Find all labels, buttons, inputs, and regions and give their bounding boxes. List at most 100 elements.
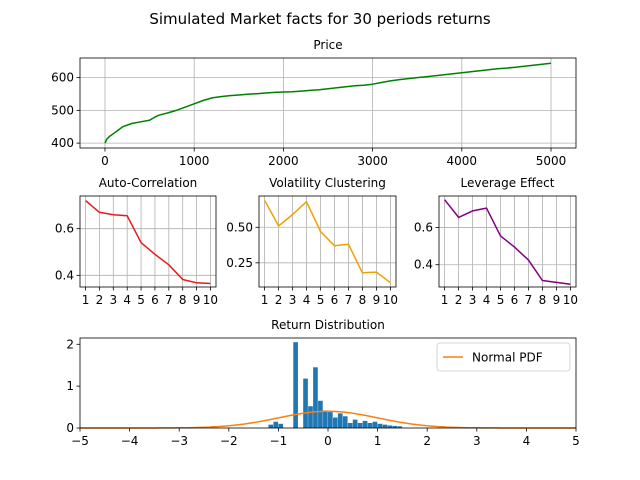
y-tick-label: 0.4 (55, 268, 74, 282)
histogram-bar (362, 420, 368, 428)
x-tick-label: 8 (539, 293, 547, 307)
histogram-bar (372, 421, 378, 428)
panel-title: Price (313, 38, 342, 52)
x-tick-label: 9 (553, 293, 561, 307)
histogram-bar (323, 410, 328, 428)
histogram-bar (352, 419, 358, 428)
histogram-bar (377, 423, 383, 428)
panel-title: Volatility Clustering (269, 176, 386, 190)
x-tick-label: 10 (563, 293, 578, 307)
x-tick-label: 1000 (179, 154, 210, 168)
histogram-bar (313, 367, 318, 428)
legend: Normal PDF (436, 342, 571, 372)
series-line-volclust (263, 199, 391, 284)
x-tick-label: −1 (270, 434, 288, 448)
x-tick-label: 1 (441, 293, 449, 307)
x-tick-label: 1 (261, 293, 269, 307)
axes-frame (258, 195, 397, 288)
x-tick-label: 2 (96, 293, 104, 307)
histogram-bar (342, 416, 348, 428)
axes-frame (79, 195, 217, 288)
histogram-bar (293, 342, 298, 428)
series-line-price (104, 62, 552, 144)
legend-box (436, 342, 571, 372)
x-tick-label: 4 (123, 293, 131, 307)
x-tick-label: 1 (82, 293, 90, 307)
x-tick-label: 4 (303, 293, 311, 307)
x-tick-label: 2 (275, 293, 283, 307)
x-tick-label: 0 (101, 154, 109, 168)
histogram-bar (332, 417, 338, 428)
x-tick-label: −2 (220, 434, 238, 448)
x-tick-label: 5000 (536, 154, 567, 168)
histogram-bar (303, 378, 308, 428)
x-tick-label: 1 (374, 434, 382, 448)
axes-frame (438, 195, 577, 288)
x-tick-label: 7 (345, 293, 353, 307)
y-tick-label: 0.50 (226, 220, 253, 234)
series-line-leverage (444, 199, 571, 285)
x-tick-label: 6 (511, 293, 519, 307)
histogram-bar (268, 424, 274, 428)
histogram-bar (318, 400, 323, 428)
x-tick-label: 10 (203, 293, 218, 307)
histogram-bar (308, 406, 313, 428)
histogram-bar (273, 421, 279, 428)
series-line-autocorr (85, 200, 211, 285)
y-tick-label: 500 (51, 103, 74, 117)
panel-autocorr: 1 2 3 4 5 6 7 8 9 10 0.4 0.6 Auto-Correlation (55, 176, 218, 307)
x-tick-label: 2000 (268, 154, 299, 168)
x-tick-label: 9 (193, 293, 201, 307)
x-tick-label: 9 (373, 293, 381, 307)
y-tick-label: 0.6 (414, 221, 433, 235)
x-tick-label: 3 (289, 293, 297, 307)
x-tick-label: 5 (317, 293, 325, 307)
x-tick-label: −5 (71, 434, 89, 448)
histogram-bar (392, 425, 398, 428)
x-tick-label: 10 (383, 293, 398, 307)
x-tick-label: 4000 (447, 154, 478, 168)
histogram-bar (328, 412, 333, 428)
legend-label: Normal PDF (472, 351, 543, 365)
x-tick-label: 6 (151, 293, 159, 307)
y-tick-label: 2 (66, 337, 74, 351)
panel-returns: −5 −4 −3 −2 −1 0 1 2 3 4 5 0 1 2 Normal PDF Return Dist… (66, 318, 579, 448)
histogram-bar (347, 422, 353, 428)
x-tick-label: 5 (572, 434, 580, 448)
x-tick-label: 4 (483, 293, 491, 307)
histogram-bar (367, 422, 373, 428)
figure-title: Simulated Market facts for 30 periods re… (149, 10, 491, 28)
x-tick-label: 4 (523, 434, 531, 448)
y-tick-label: 0 (66, 421, 74, 435)
histogram-bar (357, 422, 363, 428)
y-tick-label: 400 (51, 136, 74, 150)
x-tick-label: −3 (170, 434, 188, 448)
x-tick-label: 2 (455, 293, 463, 307)
x-tick-label: 5 (137, 293, 145, 307)
y-tick-label: 600 (51, 71, 74, 85)
x-tick-label: 7 (165, 293, 173, 307)
histogram-bar (382, 424, 388, 428)
x-tick-label: 8 (179, 293, 187, 307)
axes-frame (79, 337, 577, 429)
x-tick-label: 3 (469, 293, 477, 307)
x-tick-label: 6 (331, 293, 339, 307)
panel-leverage: 1 2 3 4 5 6 7 8 9 10 0.4 0.6 Leverage Effect (414, 176, 578, 307)
x-tick-label: −4 (121, 434, 139, 448)
y-tick-label: 0.25 (226, 256, 253, 270)
panel-title: Return Distribution (271, 318, 385, 332)
panel-price: 0 1000 2000 3000 4000 5000 400 500 600 Price (51, 38, 577, 168)
x-tick-label: 5 (497, 293, 505, 307)
x-tick-label: 7 (525, 293, 533, 307)
panel-volclust: 1 2 3 4 5 6 7 8 9 10 0.25 0.50 Volatility Clustering (226, 176, 398, 307)
x-tick-label: 3000 (357, 154, 388, 168)
x-tick-label: 0 (324, 434, 332, 448)
histogram-bar (387, 425, 393, 428)
histogram-bar (278, 423, 284, 428)
panel-title: Auto-Correlation (99, 176, 198, 190)
axes-frame (79, 57, 577, 149)
histogram-bar (397, 426, 403, 428)
histogram-bar (337, 413, 343, 428)
